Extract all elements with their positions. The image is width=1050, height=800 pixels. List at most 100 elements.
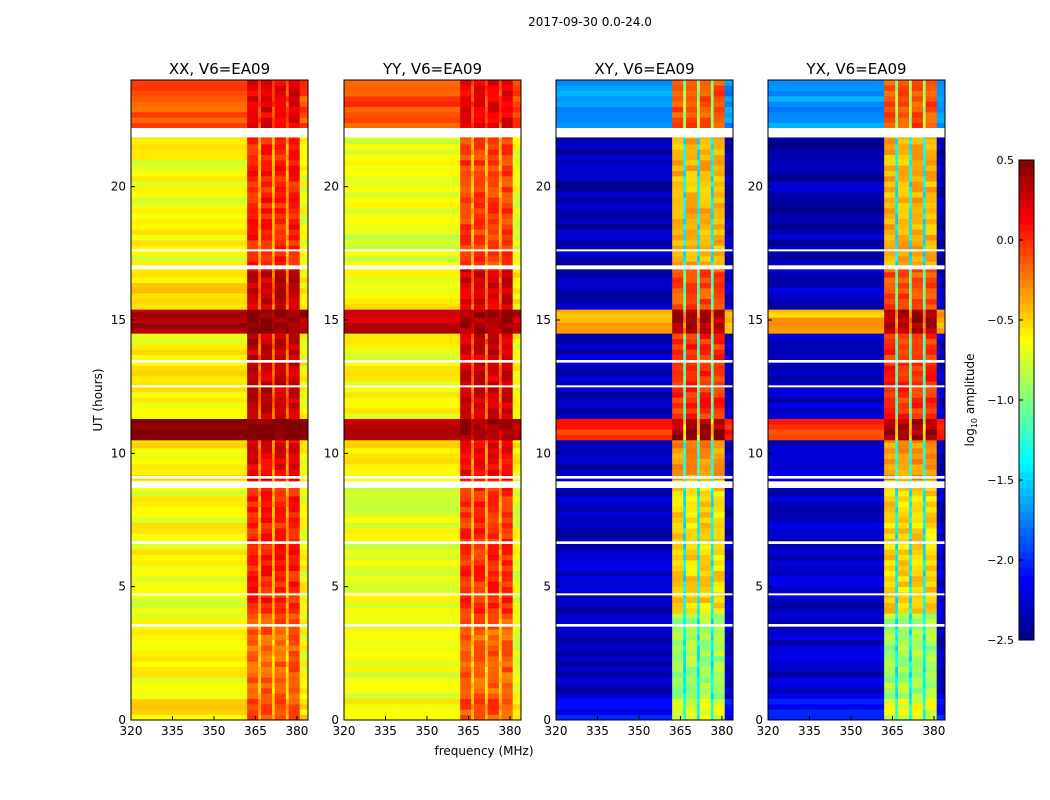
heatmap-cell [299,469,309,475]
heatmap-cell [936,338,946,345]
heatmap-cell [460,240,472,246]
heatmap-cell [683,608,687,614]
heatmap-cell [260,576,273,582]
heatmap-cell [936,101,946,107]
heatmap-cell [710,429,714,435]
y-tick-label: 10 [536,446,551,460]
heatmap-cell [710,272,714,278]
heatmap-cell [699,576,712,582]
heatmap-cell [460,570,472,577]
heatmap-cell [768,181,885,187]
heatmap-cell [936,613,946,619]
heatmap-cell [922,640,926,646]
heatmap-cell [272,181,276,187]
heatmap-cell [724,365,734,371]
heatmap-cell [471,288,475,294]
heatmap-cell [498,85,502,91]
heatmap-cell [556,496,673,502]
heatmap-cell [460,250,472,257]
heatmap-cell [288,282,301,289]
heatmap-cell [260,338,273,345]
heatmap-cell [768,360,885,366]
heatmap-cell [471,282,475,289]
heatmap-cell [897,160,910,166]
heatmap-cell [710,312,714,318]
heatmap-cell [936,149,946,155]
heatmap-cell [936,490,946,497]
heatmap-cell [672,333,684,339]
heatmap-cell [272,282,276,289]
heatmap-cell [897,682,910,689]
heatmap-cell [487,469,500,475]
heatmap-cell [247,485,259,491]
heatmap-cell [895,181,899,187]
heatmap-cell [922,288,926,294]
heatmap-cell [247,317,259,323]
heatmap-cell [699,440,712,443]
heatmap-cell [699,322,712,329]
heatmap-cell [713,277,726,283]
heatmap-cell [936,677,946,683]
heatmap-cell [274,618,287,625]
heatmap-cell [884,496,896,502]
heatmap-cell [768,197,885,203]
heatmap-cell [884,429,896,435]
heatmap-cell [884,90,896,97]
heatmap-cell [288,576,301,582]
heatmap-cell [710,714,714,721]
flagged-row [131,624,308,627]
heatmap-cell [683,312,687,318]
heatmap-cell [288,293,301,299]
heatmap-cell [471,576,475,582]
heatmap-cell [895,522,899,529]
heatmap-cell [925,154,938,161]
heatmap-cell [131,418,248,425]
heatmap-cell [699,349,712,355]
heatmap-cell [683,250,687,257]
heatmap-cell [285,117,289,123]
heatmap-cell [685,328,698,334]
heatmap-cell [697,165,701,171]
heatmap-cell [131,101,248,107]
heatmap-cell [288,672,301,678]
heatmap-cell [299,186,309,193]
colorbar-swatch [1019,344,1034,353]
heatmap-cell [131,442,248,449]
heatmap-cell [922,458,926,465]
heatmap-cell [272,464,276,470]
heatmap-cell [710,80,714,86]
heatmap-cell [672,376,684,382]
heatmap-cell [713,512,726,518]
heatmap-cell [909,112,913,118]
heatmap-cell [713,312,726,318]
heatmap-cell [897,224,910,230]
heatmap-cell [936,218,946,225]
heatmap-cell [258,160,262,166]
heatmap-cell [498,544,502,550]
heatmap-cell [501,544,514,550]
heatmap-cell [512,661,522,667]
heatmap-cell [247,288,259,294]
flagged-row [768,385,945,388]
heatmap-cell [697,181,701,187]
heatmap-cell [897,490,910,497]
heatmap-cell [498,90,502,97]
heatmap-cell [895,458,899,465]
heatmap-cell [768,440,885,443]
heatmap-cell [909,656,913,662]
heatmap-cell [285,677,289,683]
heatmap-cell [512,424,522,430]
heatmap-cell [911,261,924,267]
heatmap-cell [258,440,262,443]
heatmap-cell [911,565,924,571]
heatmap-cell [501,137,514,139]
heatmap-cell [768,448,885,454]
heatmap-cell [272,533,276,539]
heatmap-cell [501,181,514,187]
heatmap-cell [344,442,461,449]
heatmap-cell [473,165,486,171]
heatmap-cell [460,328,472,334]
heatmap-cell [724,80,734,86]
heatmap-cell [909,402,913,409]
heatmap-cell [473,448,486,454]
